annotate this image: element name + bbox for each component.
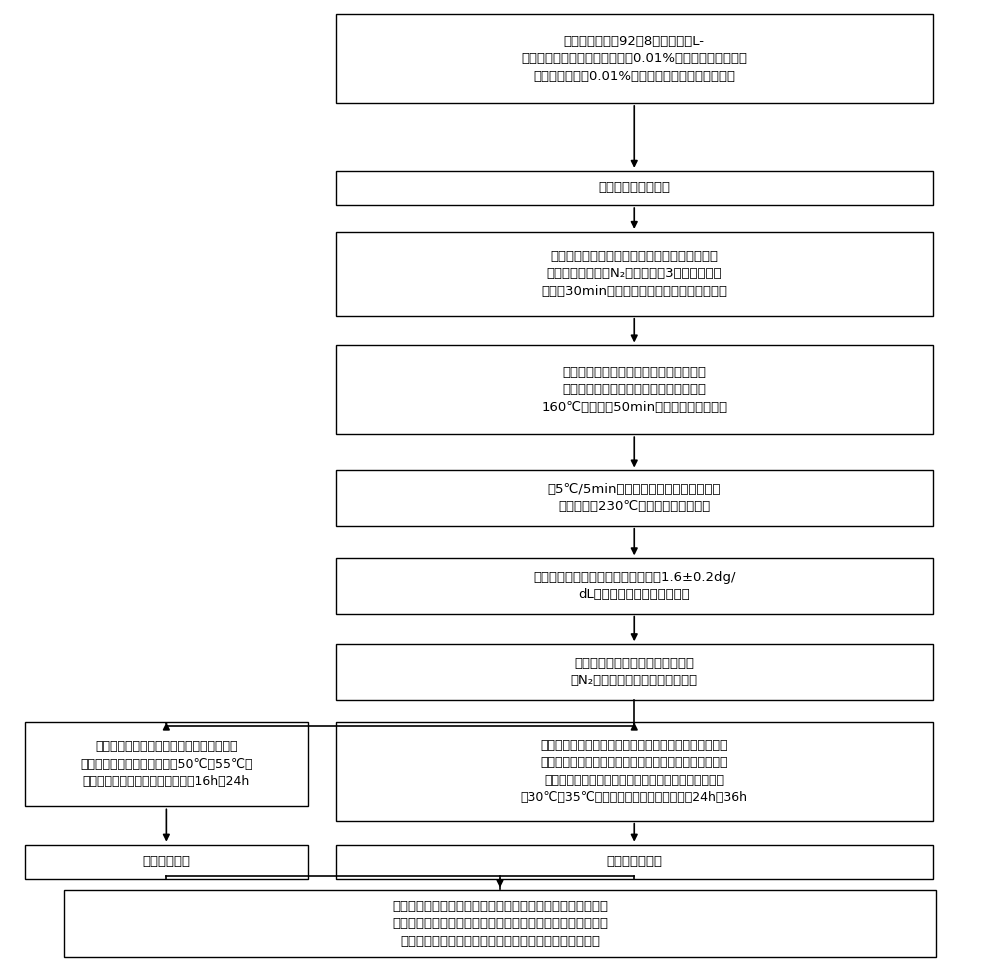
Text: 以5℃/5min的速度使所述第一中间产物的
温度升高到230℃，得到第二中间产物: 以5℃/5min的速度使所述第一中间产物的 温度升高到230℃，得到第二中间产物 <box>548 483 721 514</box>
FancyBboxPatch shape <box>25 723 308 806</box>
Text: 挤出后的所述第二中间产物依次经过冷却、切粒、干燥、
切片、真空封装的步骤后，制得所述聚乙丙交酯的切片，
其中，所述干燥的步骤的操作环境为：温度的取值范围
为30: 挤出后的所述第二中间产物依次经过冷却、切粒、干燥、 切片、真空封装的步骤后，制得… <box>521 739 748 804</box>
FancyBboxPatch shape <box>336 171 933 205</box>
FancyBboxPatch shape <box>336 14 933 103</box>
Text: 聚乙丙交酯切片: 聚乙丙交酯切片 <box>606 855 662 868</box>
FancyBboxPatch shape <box>336 559 933 613</box>
FancyBboxPatch shape <box>336 723 933 821</box>
Text: 封闭所述聚合反应釜: 封闭所述聚合反应釜 <box>598 181 670 195</box>
Text: 向已经终止反应的聚合反应釜中充
入N₂后，将所述第二中间产物挤出: 向已经终止反应的聚合反应釜中充 入N₂后，将所述第二中间产物挤出 <box>571 657 698 687</box>
FancyBboxPatch shape <box>336 232 933 316</box>
FancyBboxPatch shape <box>336 346 933 434</box>
Text: 真空干燥聚己内酯后，得到聚己内酯切片，
真空干燥的温度的取值范围为50℃～55℃，
真空干燥的持续时间的取值范围为16h～24h: 真空干燥聚己内酯后，得到聚己内酯切片， 真空干燥的温度的取值范围为50℃～55℃… <box>80 740 253 788</box>
Text: 在所述第二中间产物的特性粘数达到1.6±0.2dg/
dL时，终止聚合反应釜的反应: 在所述第二中间产物的特性粘数达到1.6±0.2dg/ dL时，终止聚合反应釜的反… <box>533 570 736 601</box>
Text: 将物质的量比为92：8的乙交酯、L-
丙交酯、占总单体物质的量比为0.01%的辛酸亚锡、占总单
体物质的量比为0.01%的月桂醇加入至聚合反应釜中: 将物质的量比为92：8的乙交酯、L- 丙交酯、占总单体物质的量比为0.01%的辛… <box>521 35 747 83</box>
Text: 聚己内酯切片: 聚己内酯切片 <box>142 855 190 868</box>
FancyBboxPatch shape <box>336 644 933 700</box>
Text: 针对聚乙丙交酯切片和聚己内酯切片进行复合纺丝，使得聚乙
丙交酯处于复合纤维的芯层，而聚己内酯包裹住聚乙丙交酯形
成复合纤维的皮层，得到聚乙丙交酯与聚己内酯复合纤: 针对聚乙丙交酯切片和聚己内酯切片进行复合纺丝，使得聚乙 丙交酯处于复合纤维的芯层… <box>392 900 608 948</box>
Text: 加热并搅拌所述反应环境洁净的聚合反应
釜，使得所述聚合反应釜内的温度升高至
160℃，并持续50min，得到第一中间产物: 加热并搅拌所述反应环境洁净的聚合反应 釜，使得所述聚合反应釜内的温度升高至 16… <box>541 366 727 414</box>
FancyBboxPatch shape <box>25 845 308 879</box>
FancyBboxPatch shape <box>336 845 933 879</box>
FancyBboxPatch shape <box>64 891 936 957</box>
FancyBboxPatch shape <box>336 470 933 526</box>
Text: 针对所述封闭的聚合反应釜抽真空后，向真空的
聚合反应釜中通入N₂，如此循环3次，每次持续
时间为30min，得到反应环境洁净的聚合反应釜: 针对所述封闭的聚合反应釜抽真空后，向真空的 聚合反应釜中通入N₂，如此循环3次，… <box>541 250 727 298</box>
